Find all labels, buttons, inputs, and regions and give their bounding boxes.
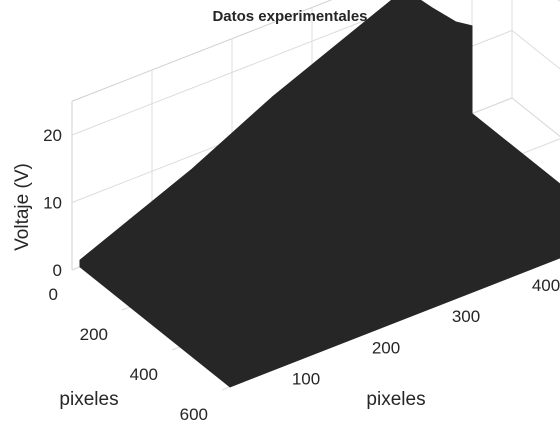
grid-line xyxy=(511,30,560,70)
y-tick-label: 300 xyxy=(452,307,480,326)
y-tick-label: 100 xyxy=(292,370,320,389)
x-tick-label: 600 xyxy=(180,405,208,420)
box-edge xyxy=(71,0,333,102)
y-axis-label: pixeles xyxy=(366,389,425,410)
y-tick-label: 400 xyxy=(532,276,560,295)
grid-line xyxy=(557,0,560,3)
z-axis-label: Voltaje (V) xyxy=(12,163,33,251)
surface-layer xyxy=(79,0,560,388)
x-tick-label: 400 xyxy=(130,365,158,384)
x-tick-label: 200 xyxy=(80,325,108,344)
box-edge xyxy=(512,0,560,49)
grid-line xyxy=(71,0,419,136)
x-tick-label: 0 xyxy=(49,285,58,304)
x-axis-label: pixeles xyxy=(59,389,118,410)
tick-layer: 010200200400600100200300400500 xyxy=(43,126,560,424)
surface-patch xyxy=(79,0,560,388)
chart-title: Datos experimentales xyxy=(212,8,367,25)
grid-line xyxy=(511,97,560,138)
z-tick-label: 20 xyxy=(43,126,62,145)
z-tick-label: 10 xyxy=(43,194,62,213)
z-tick-label: 0 xyxy=(53,261,62,280)
y-tick-label: 200 xyxy=(372,338,400,357)
